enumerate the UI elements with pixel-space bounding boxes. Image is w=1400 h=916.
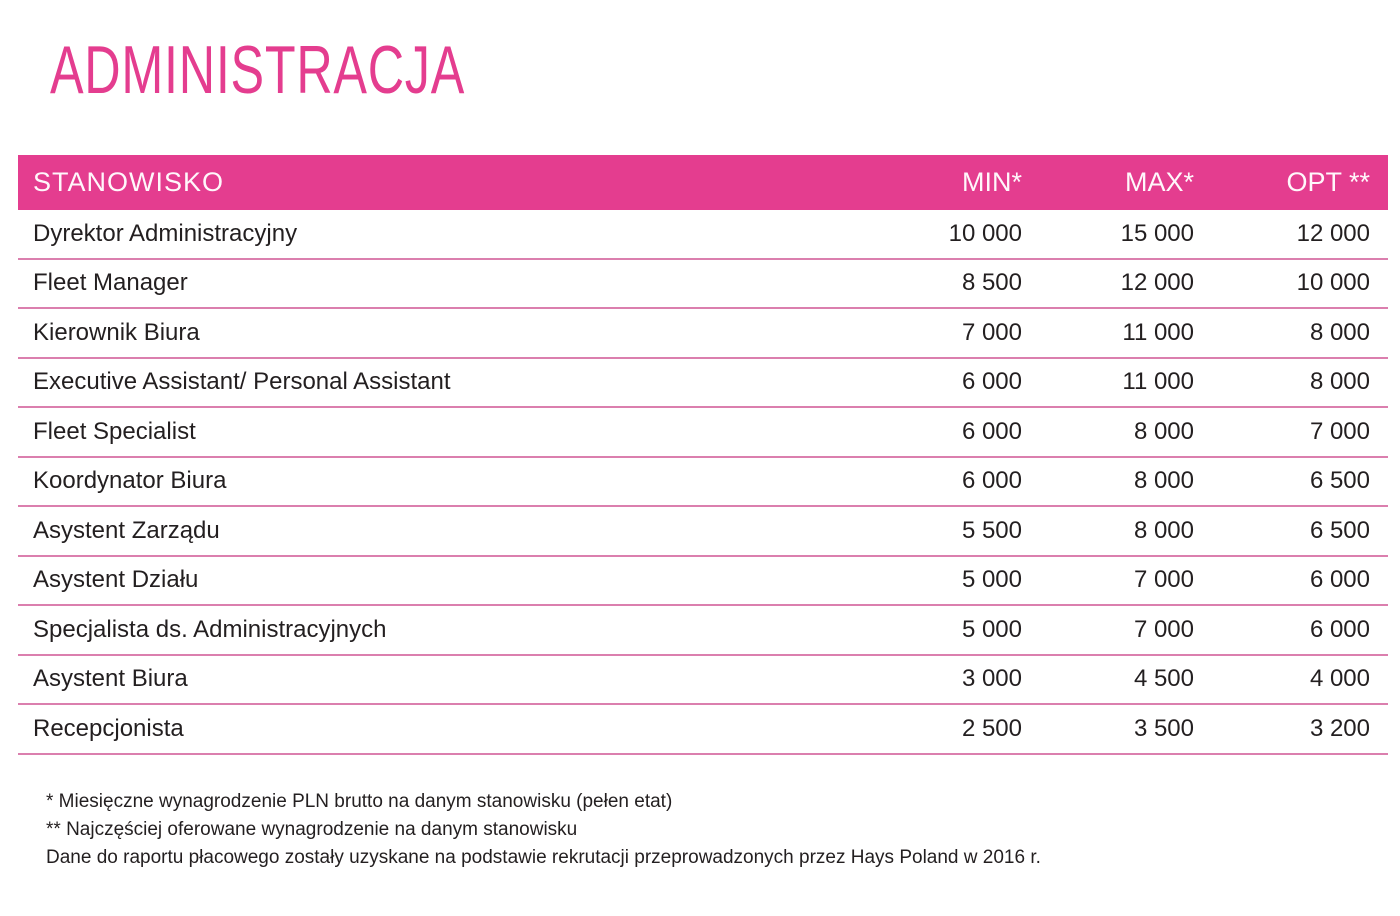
cell-min: 2 500	[961, 714, 1022, 742]
footnote-min-max: * Miesięczne wynagrodzenie PLN brutto na…	[46, 791, 673, 812]
cell-min: 5 000	[961, 566, 1022, 594]
table-row: Fleet Manager 8 500 12 000 10 000	[18, 260, 1388, 309]
cell-opt: 6 000	[1309, 615, 1370, 643]
cell-position: Fleet Specialist	[33, 417, 196, 445]
cell-min: 5 500	[961, 516, 1022, 544]
header-cell-min: MIN*	[962, 167, 1022, 197]
footnote-opt: ** Najczęściej oferowane wynagrodzenie n…	[46, 819, 578, 840]
cell-position: Specjalista ds. Administracyjnych	[33, 615, 387, 643]
cell-position: Asystent Biura	[33, 665, 188, 693]
cell-opt: 6 500	[1309, 516, 1370, 544]
cell-max: 8 000	[1133, 467, 1194, 495]
table-row: Asystent Działu 5 000 7 000 6 000	[18, 557, 1388, 606]
cell-max: 8 000	[1133, 417, 1194, 445]
table-row: Executive Assistant/ Personal Assistant …	[18, 359, 1388, 408]
cell-position: Asystent Zarządu	[33, 516, 220, 544]
cell-min: 8 500	[961, 269, 1022, 297]
salary-table: STANOWISKO MIN* MAX* OPT ** Dyrektor Adm…	[18, 155, 1388, 755]
cell-position: Executive Assistant/ Personal Assistant	[33, 368, 451, 396]
cell-min: 6 000	[961, 417, 1022, 445]
cell-position: Fleet Manager	[33, 269, 188, 297]
table-row: Fleet Specialist 6 000 8 000 7 000	[18, 408, 1388, 458]
cell-position: Recepcjonista	[33, 714, 184, 742]
cell-opt: 6 500	[1309, 467, 1370, 495]
table-row: Koordynator Biura 6 000 8 000 6 500	[18, 458, 1388, 507]
cell-max: 7 000	[1133, 615, 1194, 643]
table-header-row: STANOWISKO MIN* MAX* OPT **	[18, 155, 1388, 210]
cell-max: 4 500	[1133, 665, 1194, 693]
page-title: ADMINISTRACJA	[50, 32, 466, 108]
cell-opt: 7 000	[1309, 417, 1370, 445]
cell-position: Dyrektor Administracyjny	[33, 219, 298, 247]
table-row: Kierownik Biura 7 000 11 000 8 000	[18, 309, 1388, 359]
cell-max: 15 000	[1120, 219, 1194, 247]
table-row: Asystent Biura 3 000 4 500 4 000	[18, 656, 1388, 705]
footnotes: * Miesięczne wynagrodzenie PLN brutto na…	[46, 788, 1041, 872]
cell-max: 11 000	[1122, 318, 1194, 346]
cell-min: 5 000	[961, 615, 1022, 643]
table-row: Dyrektor Administracyjny 10 000 15 000 1…	[18, 210, 1388, 260]
cell-min: 10 000	[948, 219, 1022, 247]
cell-position: Kierownik Biura	[33, 318, 200, 346]
table-row: Recepcjonista 2 500 3 500 3 200	[18, 705, 1388, 755]
cell-opt: 6 000	[1309, 566, 1370, 594]
cell-opt: 8 000	[1309, 368, 1370, 396]
cell-opt: 8 000	[1309, 318, 1370, 346]
cell-max: 3 500	[1133, 714, 1194, 742]
cell-opt: 12 000	[1296, 219, 1370, 247]
cell-max: 7 000	[1133, 566, 1194, 594]
cell-max: 8 000	[1133, 516, 1194, 544]
table-row: Asystent Zarządu 5 500 8 000 6 500	[18, 507, 1388, 557]
header-cell-stanowisko: STANOWISKO	[33, 167, 225, 197]
footnote-source: Dane do raportu płacowego zostały uzyska…	[46, 847, 1041, 868]
header-cell-opt: OPT **	[1286, 167, 1370, 197]
cell-position: Asystent Działu	[33, 566, 199, 594]
cell-opt: 3 200	[1309, 714, 1370, 742]
cell-position: Koordynator Biura	[33, 467, 227, 495]
cell-min: 7 000	[961, 318, 1022, 346]
cell-min: 6 000	[961, 368, 1022, 396]
cell-max: 11 000	[1122, 368, 1194, 396]
cell-opt: 4 000	[1309, 665, 1370, 693]
table-row: Specjalista ds. Administracyjnych 5 000 …	[18, 606, 1388, 656]
cell-max: 12 000	[1120, 269, 1194, 297]
cell-opt: 10 000	[1296, 269, 1370, 297]
cell-min: 3 000	[961, 665, 1022, 693]
cell-min: 6 000	[961, 467, 1022, 495]
header-cell-max: MAX*	[1124, 167, 1194, 197]
